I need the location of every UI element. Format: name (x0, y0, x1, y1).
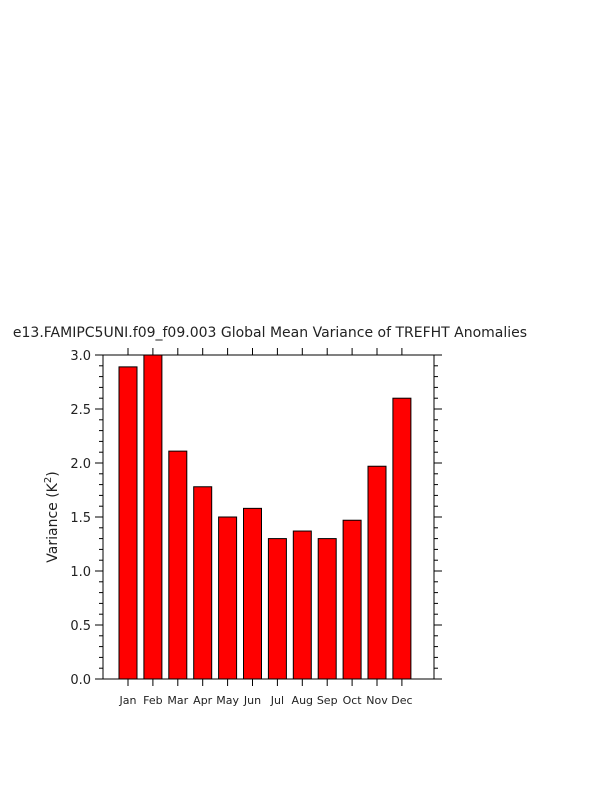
y-tick-label: 1.0 (70, 565, 91, 580)
bar-sep (317, 538, 337, 680)
y-tick-label: 1.5 (70, 511, 91, 526)
bar-may (218, 516, 238, 680)
y-tick-label: 0.0 (70, 673, 91, 688)
y-axis-label-superscript: 2 (43, 477, 54, 483)
bar-jun (243, 507, 262, 680)
y-axis-label-main: Variance (K (45, 482, 61, 562)
y-tick-label: 2.0 (70, 457, 91, 472)
bars-group (118, 354, 412, 680)
chart-title: e13.FAMIPC5UNI.f09_f09.003 Global Mean V… (13, 325, 527, 341)
y-axis-label-suffix: ) (45, 471, 61, 476)
bar-aug (292, 530, 312, 680)
x-tick-label-aug: Aug (292, 694, 313, 707)
x-tick-label-oct: Oct (343, 694, 363, 707)
y-tick-label: 0.5 (70, 619, 91, 634)
plot-frame (102, 354, 435, 680)
x-ticks-group: Jan Feb Mar Apr May Jun Jul Aug Sep Oct Nov Dec (119, 348, 413, 707)
bar-mar (168, 450, 188, 680)
x-tick-label-dec: Dec (391, 694, 412, 707)
x-tick-label-mar: Mar (167, 694, 188, 707)
x-tick-label-may: May (216, 694, 239, 707)
y-tick-label: 3.0 (70, 349, 91, 364)
x-tick-label-jun: Jun (243, 694, 261, 707)
bar-dec (392, 397, 412, 680)
x-tick-label-apr: Apr (193, 694, 213, 707)
x-tick-label-sep: Sep (317, 694, 338, 707)
y-axis-label: Variance (K2) (43, 471, 61, 562)
bar-apr (193, 486, 213, 680)
bar-jul (267, 538, 287, 680)
x-tick-label-nov: Nov (366, 694, 388, 707)
bar-nov (367, 465, 387, 680)
bar-feb (143, 354, 163, 680)
bar-jan (118, 366, 138, 680)
x-tick-label-feb: Feb (143, 694, 162, 707)
x-tick-label-jan: Jan (119, 694, 137, 707)
y-tick-label: 2.5 (70, 403, 91, 418)
y-ticks-group: 0.0 0.5 1.0 1.5 2.0 2.5 3.0 (70, 349, 442, 688)
bar-oct (342, 519, 362, 680)
x-tick-label-jul: Jul (270, 694, 284, 707)
